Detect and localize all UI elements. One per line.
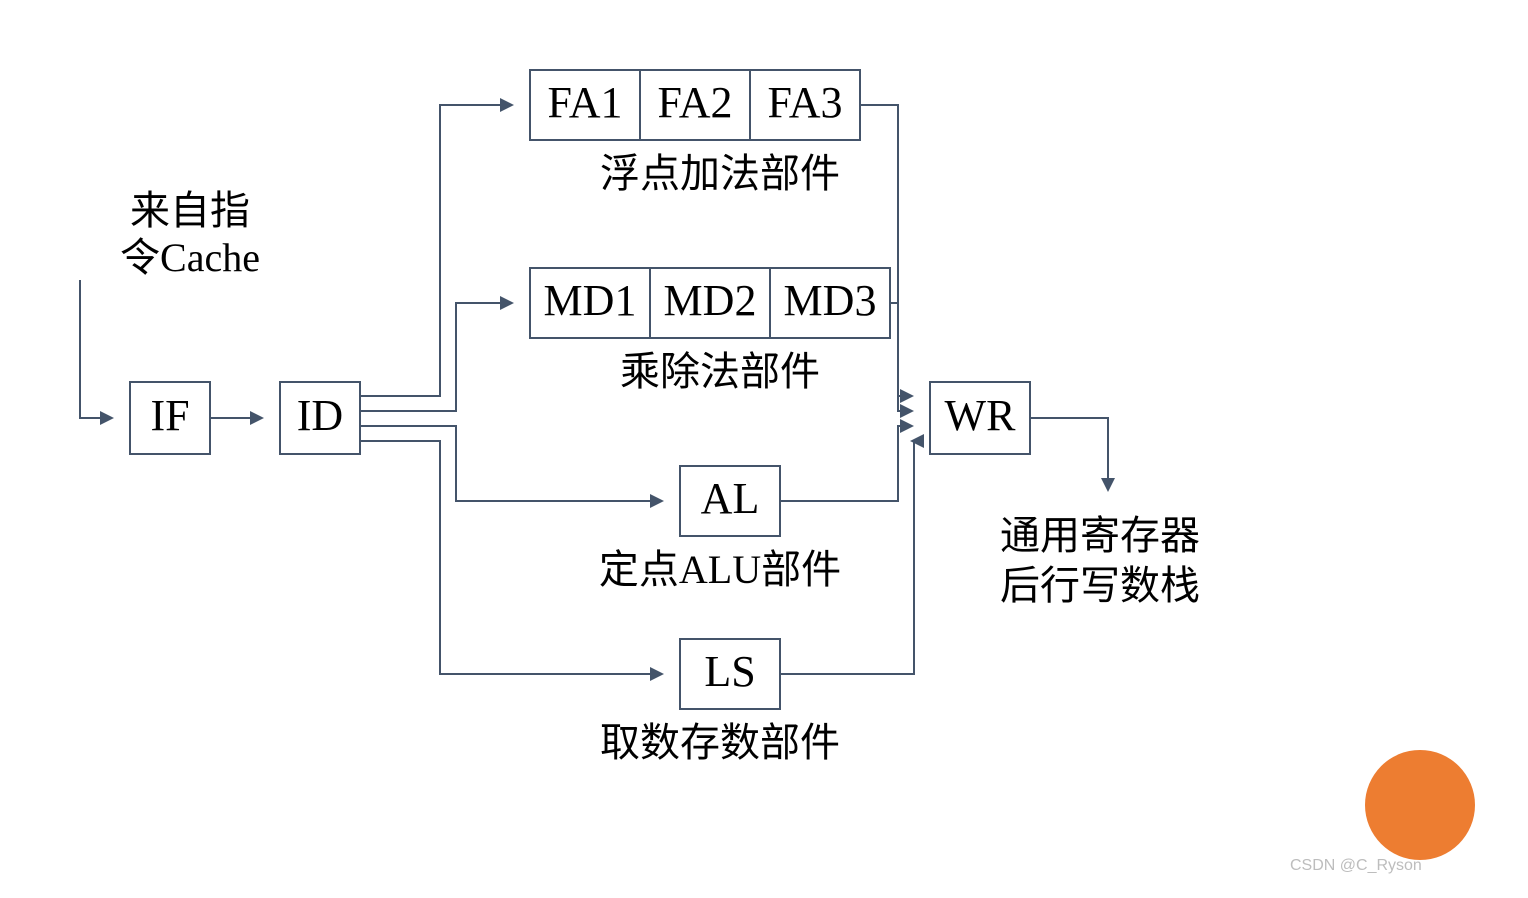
node-label-MD1: MD1 <box>544 276 637 325</box>
node-label-MD2: MD2 <box>664 276 757 325</box>
caption-al: 定点ALU部件 <box>599 547 841 592</box>
edge-cache-if <box>80 280 112 418</box>
watermark: CSDN @C_Ryson <box>1290 857 1422 874</box>
node-label-FA3: FA3 <box>768 78 843 127</box>
node-label-FA1: FA1 <box>548 78 623 127</box>
caption-ls: 取数存数部件 <box>600 720 840 765</box>
decorative-circle <box>1365 750 1475 860</box>
node-label-WR: WR <box>945 391 1017 440</box>
edge-wr-out <box>1030 418 1108 490</box>
caption-md: 乘除法部件 <box>620 349 820 394</box>
node-label-FA2: FA2 <box>658 78 733 127</box>
node-label-AL: AL <box>701 474 760 523</box>
input-label-line2: 令Cache <box>120 235 260 280</box>
node-label-ID: ID <box>297 391 343 440</box>
caption-fa: 浮点加法部件 <box>600 151 840 196</box>
node-label-LS: LS <box>704 647 755 696</box>
caption-wr2: 后行写数栈 <box>1000 563 1200 608</box>
node-label-IF: IF <box>150 391 189 440</box>
edge-id-md <box>360 303 512 411</box>
edge-id-al <box>360 426 662 501</box>
input-label-line1: 来自指 <box>130 188 250 233</box>
pipeline-diagram: IF ID WR FA1 FA2 FA3 MD1 MD2 MD3 AL LS 浮点加法部件乘除法部件定… <box>0 0 1528 898</box>
edge-md-wr <box>890 303 912 411</box>
edge-id-fa <box>360 105 512 396</box>
edge-fa-wr <box>860 105 912 396</box>
node-label-MD3: MD3 <box>784 276 877 325</box>
caption-wr1: 通用寄存器 <box>1000 513 1200 558</box>
edge-al-wr <box>780 426 912 501</box>
